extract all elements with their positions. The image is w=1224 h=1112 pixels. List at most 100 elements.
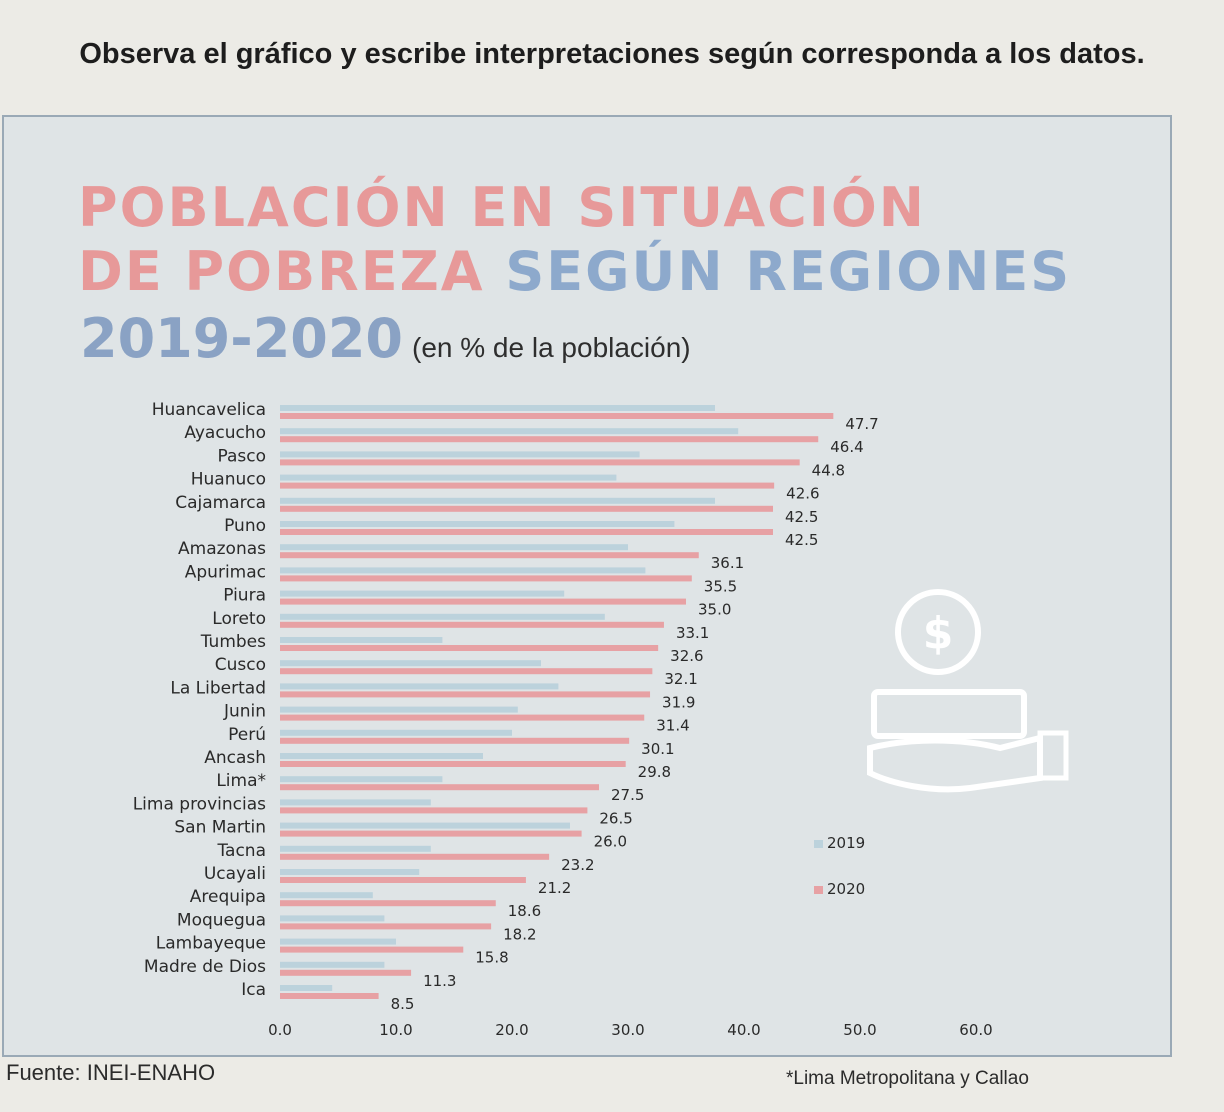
bar-2020-15 [280, 761, 626, 767]
title-line-1: POBLACIÓN EN SITUACIÓN [78, 176, 926, 239]
bar-2020-17 [280, 807, 588, 814]
category-label-3: Huanuco [191, 470, 266, 490]
bar-2019-18 [280, 822, 570, 829]
legend-2019: 2019 [814, 834, 865, 852]
x-tick-label-0: 0.0 [268, 1021, 292, 1039]
bar-2019-19 [280, 845, 431, 852]
value-label-2020-19: 23.2 [561, 856, 594, 874]
category-label-0: Huancavelica [152, 400, 266, 420]
bar-2020-12 [280, 691, 651, 698]
bar-2019-20 [280, 869, 420, 875]
category-label-2: Pasco [217, 446, 266, 466]
bar-2020-7 [280, 575, 692, 582]
bar-2019-21 [280, 892, 373, 899]
instruction-text: Observa el gráfico y escribe interpretac… [79, 38, 1145, 70]
bar-2020-6 [280, 552, 699, 559]
x-tick-label-3: 30.0 [611, 1021, 644, 1039]
value-label-2020-18: 26.0 [594, 833, 627, 851]
footnote-text: *Lima Metropolitana y Callao [786, 1068, 1029, 1089]
legend-2019-label: 2019 [827, 834, 866, 852]
value-label-2020-0: 47.7 [845, 415, 878, 433]
bar-2020-16 [280, 784, 599, 791]
value-label-2020-12: 31.9 [662, 693, 695, 711]
bar-2019-25 [280, 985, 333, 991]
legend-2019-swatch [814, 840, 823, 848]
category-label-18: San Martin [174, 818, 266, 838]
legend-2020-swatch [814, 886, 823, 894]
bar-2019-12 [280, 683, 559, 690]
bar-2020-21 [280, 900, 496, 907]
bar-2020-22 [280, 923, 492, 930]
chart-years: 2019-2020 [80, 307, 403, 370]
value-label-2020-13: 31.4 [656, 717, 689, 735]
bar-2020-10 [280, 645, 659, 651]
value-label-2020-14: 30.1 [641, 740, 674, 758]
value-label-2020-3: 42.6 [786, 485, 819, 503]
bar-2020-1 [280, 436, 819, 443]
category-label-15: Ancash [204, 748, 266, 768]
category-label-22: Moquegua [177, 910, 266, 930]
bar-2019-4 [280, 497, 715, 504]
x-tick-label-6: 60.0 [959, 1021, 992, 1039]
bar-2019-6 [280, 544, 628, 551]
category-label-5: Puno [224, 516, 266, 536]
value-label-2020-10: 32.6 [670, 647, 703, 665]
value-label-2020-24: 11.3 [423, 972, 456, 990]
value-label-2020-8: 35.0 [698, 601, 731, 619]
category-label-19: Tacna [216, 841, 266, 861]
category-label-23: Lambayeque [156, 934, 266, 954]
bar-2020-23 [280, 946, 464, 953]
bar-2020-20 [280, 877, 526, 883]
category-label-14: Perú [228, 725, 266, 745]
bar-2019-16 [280, 776, 443, 783]
category-label-21: Arequipa [190, 887, 266, 907]
title-line-2-red: DE POBREZA [78, 240, 485, 303]
value-label-2020-5: 42.5 [785, 531, 818, 549]
bar-2020-18 [280, 830, 582, 837]
category-label-20: Ucayali [204, 864, 266, 884]
category-label-10: Tumbes [200, 632, 266, 652]
bar-2019-23 [280, 938, 396, 945]
bar-2019-13 [280, 706, 518, 713]
bar-2020-5 [280, 529, 773, 535]
legend-2020-label: 2020 [827, 880, 866, 898]
bar-2019-22 [280, 915, 385, 922]
x-tick-label-1: 10.0 [379, 1021, 412, 1039]
bar-2020-24 [280, 969, 412, 976]
value-label-2020-20: 21.2 [538, 879, 571, 897]
infographic-panel [2, 115, 1172, 1057]
money-hand-icon: $ [867, 589, 1069, 793]
chart-title: POBLACIÓN EN SITUACIÓN DE POBREZA SEGÚN … [78, 176, 1071, 304]
bar-2020-4 [280, 505, 773, 512]
legend-2020: 2020 [814, 880, 865, 898]
value-label-2020-9: 33.1 [676, 624, 709, 642]
bar-2020-2 [280, 459, 800, 466]
bar-2020-3 [280, 482, 775, 489]
bar-2019-7 [280, 567, 646, 574]
bar-2019-1 [280, 428, 739, 435]
category-label-17: Lima provincias [133, 794, 266, 814]
category-label-25: Ica [241, 980, 266, 1000]
value-label-2020-25: 8.5 [391, 995, 415, 1013]
category-label-12: La Libertad [170, 678, 266, 698]
value-label-2020-16: 27.5 [611, 786, 644, 804]
bar-2020-0 [280, 413, 834, 419]
x-tick-label-5: 50.0 [843, 1021, 876, 1039]
chart-unit: (en % de la población) [412, 332, 691, 363]
category-label-7: Apurimac [185, 562, 266, 582]
title-line-2-blue: SEGÚN REGIONES [505, 240, 1072, 303]
bar-2020-19 [280, 853, 550, 860]
svg-text:$: $ [923, 608, 954, 659]
value-label-2020-7: 35.5 [704, 577, 737, 595]
bar-2019-0 [280, 405, 715, 411]
bar-2019-11 [280, 660, 541, 667]
bar-2019-3 [280, 474, 617, 481]
category-label-1: Ayacucho [184, 423, 266, 443]
source-text: Fuente: INEI-ENAHO [6, 1060, 216, 1085]
x-tick-label-2: 20.0 [495, 1021, 528, 1039]
value-label-2020-4: 42.5 [785, 508, 818, 526]
bar-2019-8 [280, 590, 565, 597]
value-label-2020-11: 32.1 [664, 670, 697, 688]
bar-2020-13 [280, 714, 645, 721]
